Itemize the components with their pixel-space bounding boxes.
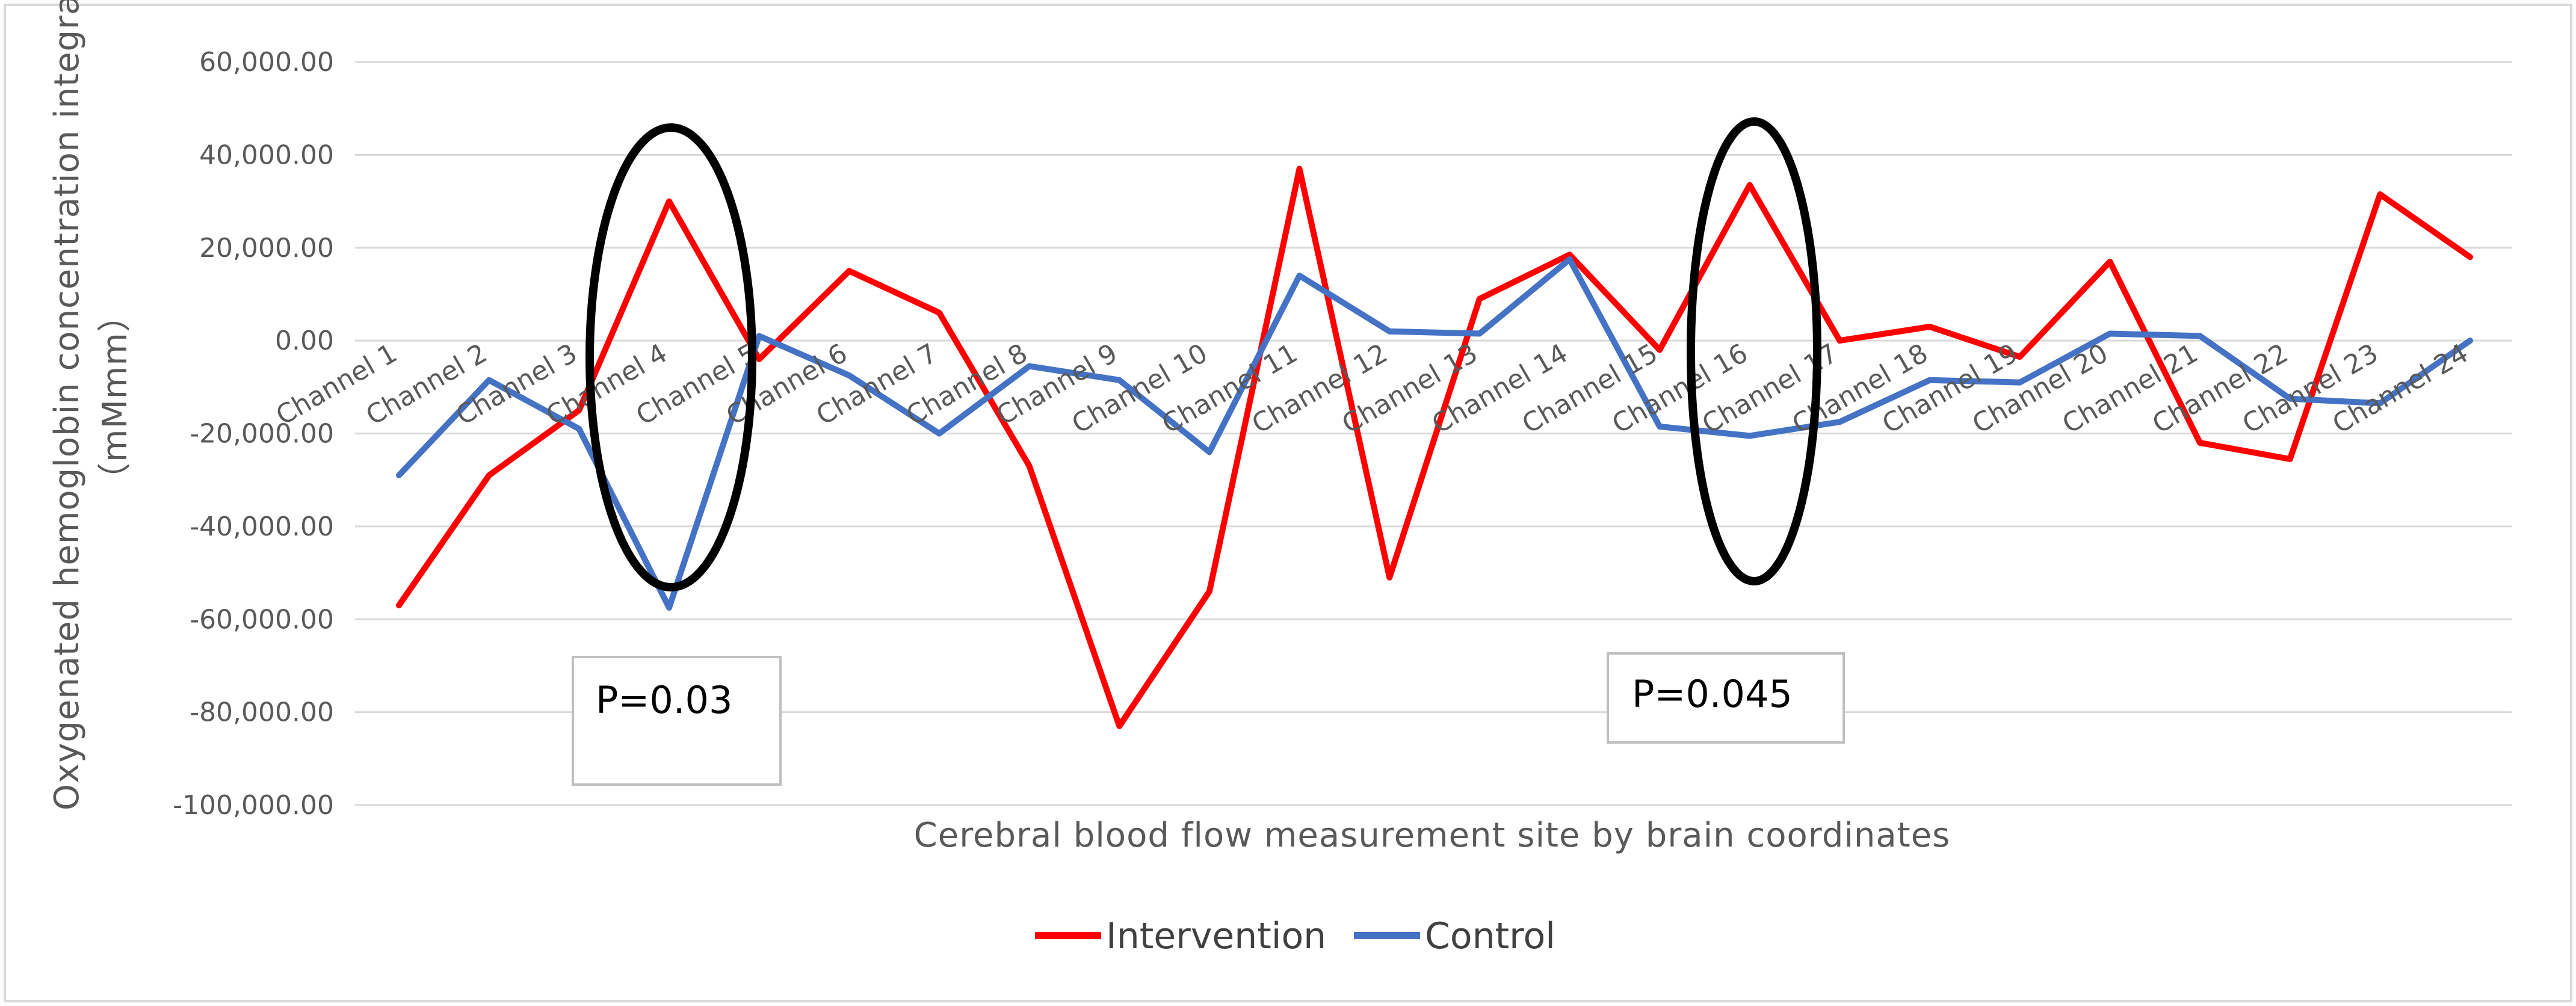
data-point-control xyxy=(1389,330,1391,332)
data-point-intervention xyxy=(2199,442,2201,443)
annotation-text: P=0.03 xyxy=(596,678,732,722)
legend: Intervention Control xyxy=(1035,915,1555,957)
y-axis-title: Oxygenated hemoglobin concentration inte… xyxy=(48,0,87,810)
data-point-intervention xyxy=(2469,256,2471,258)
data-point-control xyxy=(2289,398,2291,400)
data-point-intervention xyxy=(938,312,940,313)
data-point-control xyxy=(488,379,490,381)
highlight-ellipse xyxy=(1687,117,1821,585)
data-point-control xyxy=(2379,403,2381,404)
data-point-control xyxy=(2019,381,2021,383)
data-point-intervention xyxy=(488,474,490,476)
data-point-control xyxy=(2109,333,2111,335)
annotation-text: P=0.045 xyxy=(1632,672,1793,716)
data-point-control xyxy=(1839,421,1841,423)
data-point-control xyxy=(1659,425,1661,427)
data-point-intervention xyxy=(2379,193,2381,195)
data-point-control xyxy=(1478,333,1480,335)
y-tick-label: -40,000.00 xyxy=(190,511,334,542)
highlight-ellipse xyxy=(585,123,756,591)
data-point-intervention xyxy=(758,359,760,360)
data-point-control xyxy=(578,428,580,430)
data-point-control xyxy=(938,433,940,434)
data-point-intervention xyxy=(578,409,580,411)
y-axis-ticks: 60,000.00 40,000.00 20,000.00 0.00 -20,000.0… xyxy=(173,47,334,821)
chart-border xyxy=(4,4,2572,1002)
series-line-control xyxy=(396,256,2473,611)
data-point-intervention xyxy=(1659,349,1661,351)
data-point-control xyxy=(1749,435,1750,437)
data-point-intervention xyxy=(1389,576,1391,578)
data-point-control xyxy=(2469,340,2471,342)
data-point-intervention xyxy=(848,270,850,272)
data-point-control xyxy=(1119,379,1120,381)
data-point-control xyxy=(848,375,850,377)
data-point-control xyxy=(1569,259,1571,261)
data-point-intervention xyxy=(2109,261,2111,262)
y-tick-label: -60,000.00 xyxy=(190,604,334,635)
y-tick-label: -100,000.00 xyxy=(173,790,334,821)
y-tick-label: 20,000.00 xyxy=(199,233,334,264)
data-point-intervention xyxy=(2019,356,2021,358)
data-point-control xyxy=(398,474,400,476)
data-point-intervention xyxy=(2289,458,2291,460)
gridlines xyxy=(355,61,2512,806)
data-point-control xyxy=(1208,451,1210,453)
annotation-box xyxy=(572,656,782,786)
x-axis-title: Cerebral blood flow measurement site by … xyxy=(914,816,1951,855)
series-line-intervention xyxy=(396,165,2473,729)
data-point-control xyxy=(758,335,760,337)
data-point-control xyxy=(1929,379,1931,381)
y-axis-unit: （mMmm） xyxy=(96,298,135,496)
legend-label-control: Control xyxy=(1425,915,1555,957)
annotation-box xyxy=(1607,652,1845,744)
data-point-intervention xyxy=(398,605,400,606)
data-point-intervention xyxy=(1749,184,1750,186)
data-point-intervention xyxy=(1569,254,1571,256)
data-point-control xyxy=(668,606,670,608)
y-tick-label: 0.00 xyxy=(275,326,334,356)
y-tick-label: 40,000.00 xyxy=(199,140,334,170)
data-point-control xyxy=(1299,275,1300,277)
data-point-intervention xyxy=(1119,725,1120,727)
data-point-intervention xyxy=(1208,590,1210,592)
data-point-control xyxy=(1028,365,1030,367)
y-tick-label: -80,000.00 xyxy=(190,697,334,728)
data-point-intervention xyxy=(1299,168,1300,170)
data-point-intervention xyxy=(1839,340,1841,342)
data-point-intervention xyxy=(1478,298,1480,300)
data-point-control xyxy=(2199,335,2201,337)
data-point-intervention xyxy=(668,200,670,202)
series-lines xyxy=(396,165,2473,729)
y-tick-label: -20,000.00 xyxy=(190,419,334,449)
y-tick-label: 60,000.00 xyxy=(199,47,334,78)
legend-label-intervention: Intervention xyxy=(1106,915,1326,957)
data-point-intervention xyxy=(1028,465,1030,467)
data-point-intervention xyxy=(1929,326,1931,327)
annotations: P=0.03 P=0.045 xyxy=(572,117,1845,786)
